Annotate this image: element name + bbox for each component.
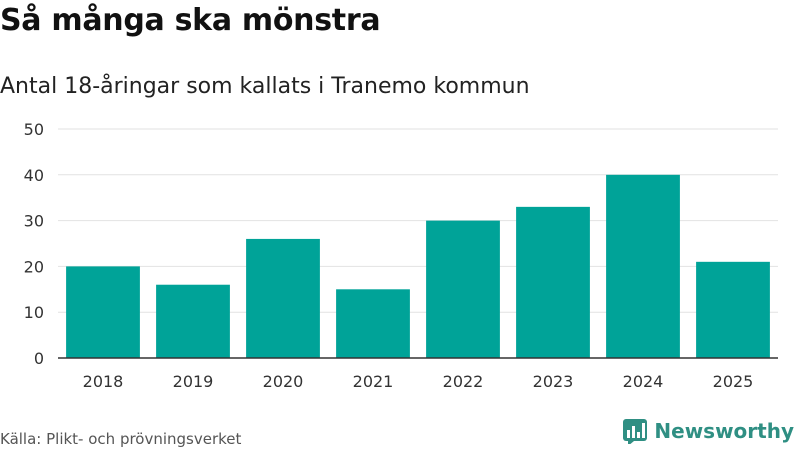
bar: [66, 266, 140, 358]
x-tick-label: 2020: [263, 372, 304, 391]
bar: [156, 284, 230, 358]
bar: [246, 238, 320, 358]
newsworthy-logo: Newsworthy: [622, 418, 794, 444]
source-note: Källa: Plikt- och prövningsverket: [0, 430, 242, 448]
y-tick-label: 20: [24, 257, 44, 276]
bar: [516, 206, 590, 358]
y-tick-label: 40: [24, 166, 44, 185]
bar-chart: 0 10 20 30 40 50 2018 2019 2020 2021 2022 2023 2024 2…: [24, 120, 778, 391]
x-tick-label: 2019: [173, 372, 214, 391]
bar: [426, 220, 500, 358]
y-tick-label: 0: [34, 349, 44, 368]
y-tick-label: 50: [24, 120, 44, 139]
bar: [606, 174, 680, 358]
brand-name: Newsworthy: [654, 419, 794, 443]
x-tick-label: 2025: [713, 372, 754, 391]
chart-title: Så många ska mönstra: [0, 3, 381, 38]
x-tick-label: 2018: [83, 372, 124, 391]
bar: [336, 289, 410, 358]
x-tick-label: 2023: [533, 372, 574, 391]
y-tick-label: 10: [24, 303, 44, 322]
chart-subtitle: Antal 18-åringar som kallats i Tranemo k…: [0, 74, 530, 99]
x-tick-label: 2024: [623, 372, 664, 391]
bar: [696, 261, 770, 358]
y-tick-label: 30: [24, 212, 44, 231]
x-tick-label: 2022: [443, 372, 484, 391]
x-tick-label: 2021: [353, 372, 394, 391]
bar-chart-icon: [623, 419, 648, 444]
